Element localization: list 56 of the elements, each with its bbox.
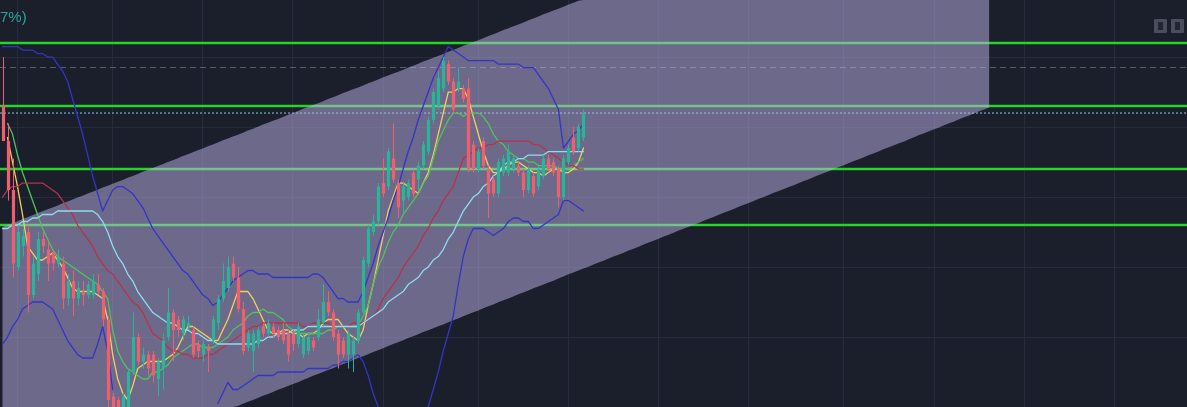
candlestick	[296, 322, 301, 349]
candlestick	[521, 168, 526, 198]
candlestick	[251, 329, 256, 373]
candlestick	[456, 67, 461, 93]
candlestick	[401, 182, 406, 216]
candlestick	[411, 168, 416, 198]
candlestick	[576, 123, 581, 153]
candlestick	[346, 329, 351, 370]
candlestick	[156, 357, 161, 397]
candlestick	[491, 175, 496, 198]
candlestick	[316, 308, 321, 342]
candlestick	[336, 329, 341, 370]
candlestick	[151, 350, 156, 383]
candlestick	[146, 350, 151, 376]
candlestick	[571, 126, 576, 156]
candlestick	[536, 165, 541, 191]
candlestick	[531, 172, 536, 198]
candlestick	[231, 256, 236, 282]
candlestick	[66, 273, 71, 307]
candlestick	[541, 154, 546, 181]
candlestick	[51, 249, 56, 272]
candlestick	[526, 165, 531, 195]
candlestick	[141, 347, 146, 370]
candlestick	[286, 329, 291, 363]
candlestick	[226, 256, 231, 293]
candlestick	[506, 144, 511, 177]
candlestick	[351, 336, 356, 373]
candlestick	[381, 158, 386, 198]
candlestick	[256, 326, 261, 349]
candlestick	[326, 291, 331, 317]
candlestick	[501, 154, 506, 177]
candlestick	[246, 329, 251, 352]
candlestick	[321, 284, 326, 328]
candlestick	[211, 315, 216, 345]
text: 7%)	[0, 8, 27, 25]
candlestick	[566, 144, 571, 167]
candlestick	[446, 60, 451, 86]
candlestick	[341, 336, 346, 359]
candlestick	[171, 308, 176, 363]
candlestick	[281, 322, 286, 345]
candlestick	[221, 263, 226, 303]
candlestick	[96, 273, 101, 296]
candlestick	[476, 147, 481, 174]
candlestick	[301, 333, 306, 359]
candlestick	[91, 273, 96, 300]
candlestick	[391, 123, 396, 184]
candlestick	[76, 280, 81, 307]
candlestick	[416, 161, 421, 191]
candlestick	[41, 231, 46, 254]
candlestick	[46, 242, 51, 282]
candlestick	[406, 179, 411, 202]
candlestick	[306, 333, 311, 356]
candlestick	[71, 270, 76, 317]
candlestick	[421, 140, 426, 170]
candlestick	[181, 315, 186, 342]
candlestick	[201, 340, 206, 363]
